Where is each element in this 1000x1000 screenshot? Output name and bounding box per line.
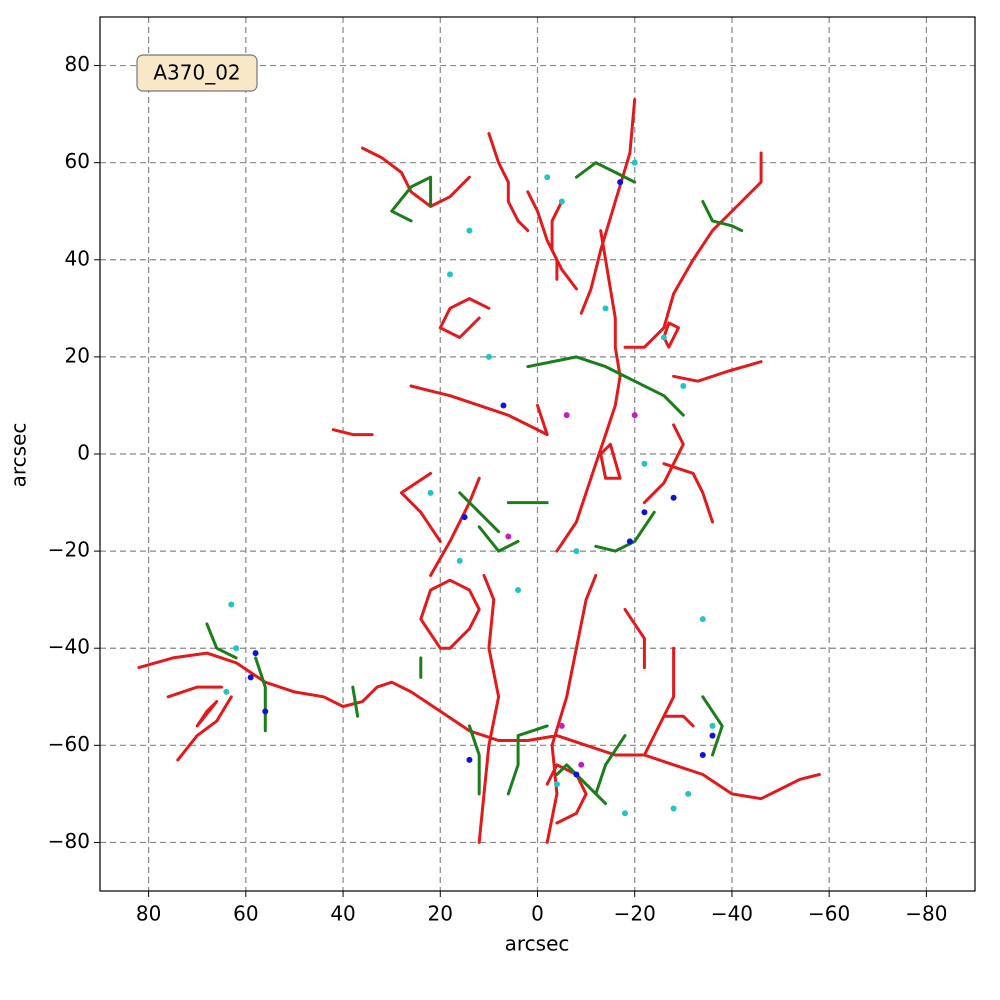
point <box>641 509 648 516</box>
point <box>573 771 580 778</box>
y-tick-label: −60 <box>48 732 90 756</box>
y-tick-label: 20 <box>65 343 90 367</box>
point <box>709 722 716 729</box>
point <box>456 557 463 564</box>
annotation: A370_02 <box>153 61 240 85</box>
point <box>622 810 628 817</box>
point <box>558 198 565 205</box>
curve <box>137 98 821 844</box>
point <box>247 674 254 681</box>
y-tick-label: 40 <box>65 246 90 270</box>
point <box>626 538 633 545</box>
x-tick-label: 0 <box>531 902 544 926</box>
point <box>670 805 677 812</box>
point <box>670 494 677 501</box>
point <box>617 179 624 186</box>
point <box>544 174 551 181</box>
point <box>699 752 706 759</box>
annotation-box <box>136 54 258 92</box>
point <box>466 227 473 234</box>
point <box>466 756 473 763</box>
point <box>563 412 570 419</box>
point <box>252 650 259 657</box>
point <box>573 548 580 555</box>
point <box>485 353 492 360</box>
plot-frame <box>99 16 976 892</box>
curve <box>205 161 744 806</box>
point <box>558 722 565 729</box>
point <box>461 514 468 521</box>
point <box>641 460 648 467</box>
point <box>427 489 434 496</box>
point <box>505 533 512 540</box>
y-tick-label: −20 <box>48 538 90 562</box>
point <box>709 732 716 739</box>
y-tick-label: −40 <box>48 635 90 659</box>
x-tick-label: 60 <box>233 902 258 926</box>
y-tick-label: 0 <box>77 441 90 465</box>
x-tick-label: 80 <box>136 902 161 926</box>
point <box>223 688 230 695</box>
x-tick-label: −40 <box>711 902 753 926</box>
point <box>660 334 667 341</box>
point <box>233 645 240 652</box>
point <box>515 586 522 593</box>
point <box>500 402 507 409</box>
x-tick-label: −20 <box>614 902 656 926</box>
point <box>262 708 269 715</box>
y-tick-label: 60 <box>65 149 90 173</box>
point <box>631 159 638 166</box>
x-tick-label: −80 <box>905 902 947 926</box>
point <box>578 761 585 768</box>
x-tick-label: −60 <box>808 902 850 926</box>
point <box>631 412 638 419</box>
y-axis-label: arcsec <box>7 423 31 488</box>
point <box>685 790 692 797</box>
x-axis-label: arcsec <box>505 932 570 956</box>
x-tick-label: 40 <box>330 902 355 926</box>
point <box>699 616 706 623</box>
point <box>228 601 235 608</box>
y-tick-label: 80 <box>65 52 90 76</box>
x-tick-label: 20 <box>428 902 453 926</box>
point <box>553 781 560 788</box>
point <box>602 305 609 312</box>
point <box>447 271 453 278</box>
y-tick-label: −80 <box>48 829 90 853</box>
point <box>680 383 687 390</box>
